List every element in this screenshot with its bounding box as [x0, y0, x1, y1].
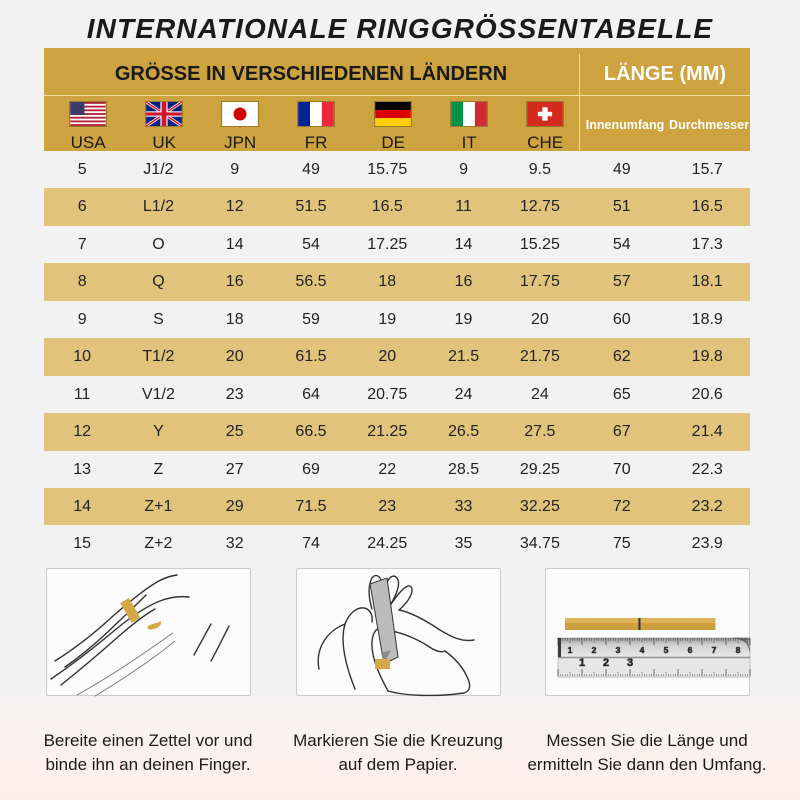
- svg-text:1: 1: [579, 657, 585, 669]
- svg-text:8: 8: [736, 645, 741, 655]
- svg-text:1: 1: [568, 645, 573, 655]
- svg-text:5: 5: [664, 645, 669, 655]
- svg-text:4: 4: [640, 645, 645, 655]
- svg-text:3: 3: [616, 645, 621, 655]
- svg-text:2: 2: [603, 657, 609, 669]
- svg-text:3: 3: [627, 657, 633, 669]
- svg-text:2: 2: [592, 645, 597, 655]
- svg-text:7: 7: [712, 645, 717, 655]
- svg-text:6: 6: [688, 645, 693, 655]
